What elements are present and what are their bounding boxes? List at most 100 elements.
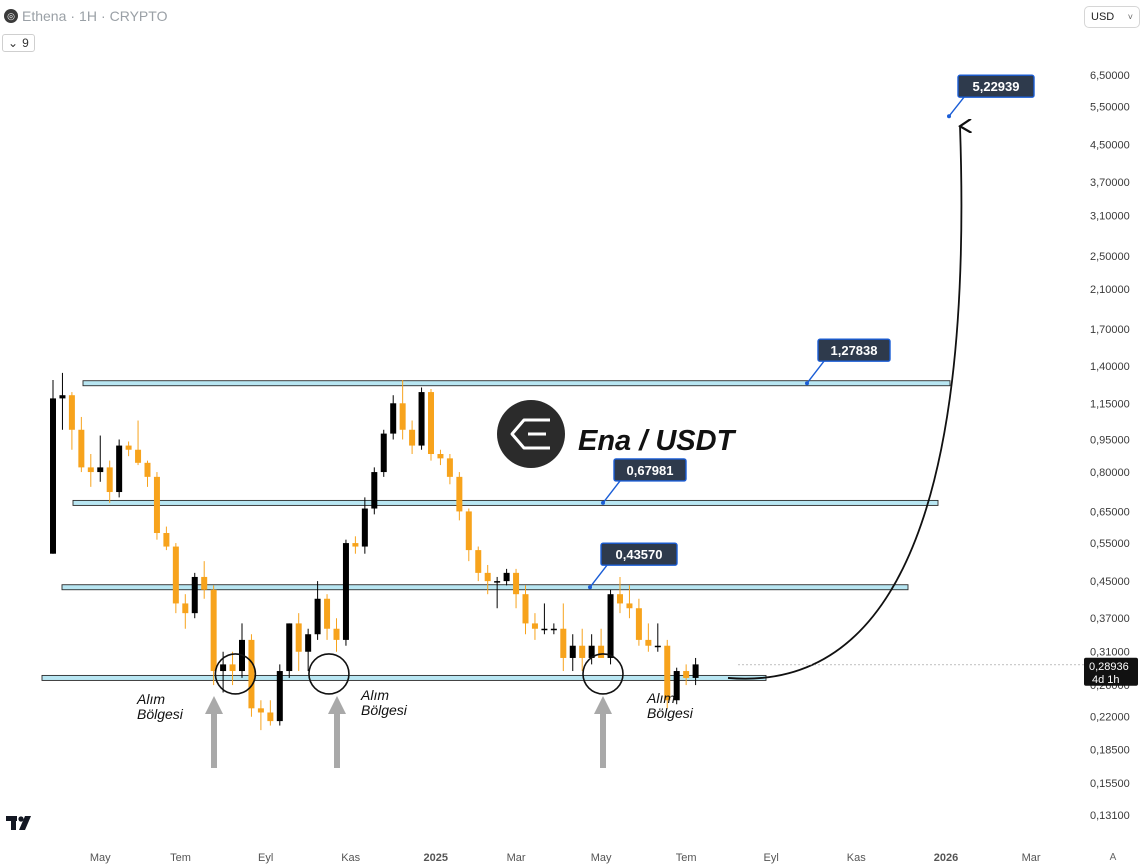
chevron-down-icon: ˅ [1127, 12, 1133, 22]
candle [135, 420, 142, 466]
callout-pointer [589, 564, 608, 588]
y-tick-label: 5,50000 [1090, 102, 1130, 114]
auto-scale-button[interactable]: A [1109, 851, 1117, 863]
candle-body [106, 467, 113, 493]
candle [324, 594, 331, 640]
candle-body [390, 403, 397, 434]
callout-box [600, 542, 678, 566]
candle [371, 467, 378, 515]
candle-body [153, 476, 160, 534]
arrow-shape [328, 696, 346, 768]
chevron-down-icon[interactable]: ⌄ [8, 36, 19, 50]
annotations: 1,27838 0,67981 0,43570 5,22939 Ena / USDT Al… [136, 74, 1035, 768]
candle-body [295, 623, 302, 652]
y-tick-label: 1,70000 [1090, 324, 1130, 336]
x-tick-label: Eyl [764, 852, 779, 864]
level-callout: 0,43570 [588, 542, 678, 590]
candle [229, 651, 236, 686]
buy-zone-label-line: Bölgesi [647, 705, 694, 721]
currency-select[interactable]: USD ˅ [1084, 6, 1140, 28]
candle-body [569, 645, 576, 658]
tradingview-logo-icon[interactable] [6, 814, 38, 837]
candle [503, 568, 510, 586]
candle-body [333, 628, 340, 640]
candle [692, 657, 699, 686]
candle-body [87, 467, 94, 473]
candle-body [513, 572, 520, 595]
x-tick-label: Kas [341, 852, 360, 864]
candle [286, 623, 293, 678]
candle [446, 453, 453, 485]
y-tick-label: 2,10000 [1090, 284, 1130, 296]
candle [390, 395, 397, 440]
candle-body [191, 576, 198, 614]
chart-title: Ena / USDT [578, 425, 737, 457]
y-tick-label: 0,65000 [1090, 506, 1130, 518]
callout-pointer [602, 480, 621, 504]
candle [465, 508, 472, 562]
candle-body [229, 664, 236, 672]
candle [418, 387, 425, 450]
candle [333, 618, 340, 652]
candle [579, 628, 586, 672]
buy-zone-label-line: Bölgesi [361, 702, 408, 718]
candle-body [560, 628, 567, 658]
candle-body [579, 645, 586, 658]
candle [342, 539, 349, 646]
candle-body [125, 445, 132, 450]
buy-zone-label-line: Bölgesi [137, 706, 184, 722]
y-tick-label: 0,15500 [1090, 778, 1130, 790]
candle [550, 623, 557, 635]
candle [314, 581, 321, 640]
candle-body [617, 594, 623, 604]
callout-dot [601, 500, 605, 505]
candle-body [314, 598, 321, 635]
candle-body [276, 671, 283, 722]
candle-body [116, 445, 123, 493]
candle-body [522, 594, 529, 624]
y-tick-label: 0,13100 [1090, 810, 1130, 822]
candle-body [598, 645, 605, 658]
candle-body [692, 664, 699, 678]
candle [125, 441, 132, 457]
horizontal-levels [41, 380, 951, 681]
currency-label: USD [1091, 11, 1115, 23]
y-tick-label: 3,10000 [1090, 210, 1130, 222]
candle [531, 613, 538, 640]
level-callout: 0,67981 [601, 458, 687, 505]
candle-body [210, 589, 217, 672]
candle [163, 526, 170, 551]
y-tick-label: 0,22000 [1090, 712, 1130, 724]
indicator-value: 9 [22, 36, 29, 50]
candle [106, 460, 113, 503]
x-tick-label: Mar [1022, 852, 1041, 864]
candle-body [305, 634, 312, 652]
candle [97, 435, 104, 482]
candle-body [144, 462, 151, 477]
target-callout: 5,22939 [947, 74, 1035, 119]
candle-body [588, 645, 595, 658]
y-tick-label: 1,15000 [1090, 398, 1130, 410]
y-tick-label: 0,31000 [1090, 647, 1130, 659]
indicator-toggle[interactable]: ⌄ 9 [2, 34, 35, 52]
x-tick-label: Tem [170, 852, 191, 864]
candle-body [286, 623, 293, 672]
candle-body [645, 639, 652, 646]
callout-box [613, 458, 687, 482]
x-tick-label: Eyl [258, 852, 273, 864]
callout-pointer [948, 96, 965, 117]
candle [588, 634, 595, 665]
y-tick-label: 0,18500 [1090, 745, 1130, 757]
candle-body [418, 392, 425, 446]
symbol-header[interactable]: ◎ Ethena · 1H · CRYPTO [4, 8, 167, 24]
candle-body [541, 628, 548, 631]
y-axis: 6,50000 5,50000 4,50000 3,70000 3,10000 2,500… [738, 70, 1138, 822]
candle-body [352, 543, 359, 547]
separator: · [70, 8, 76, 24]
candle [399, 380, 406, 440]
buy-zone-label-line: Alım [360, 687, 389, 703]
candle [361, 497, 368, 554]
candle-body [428, 392, 434, 454]
candle-body [59, 395, 66, 399]
